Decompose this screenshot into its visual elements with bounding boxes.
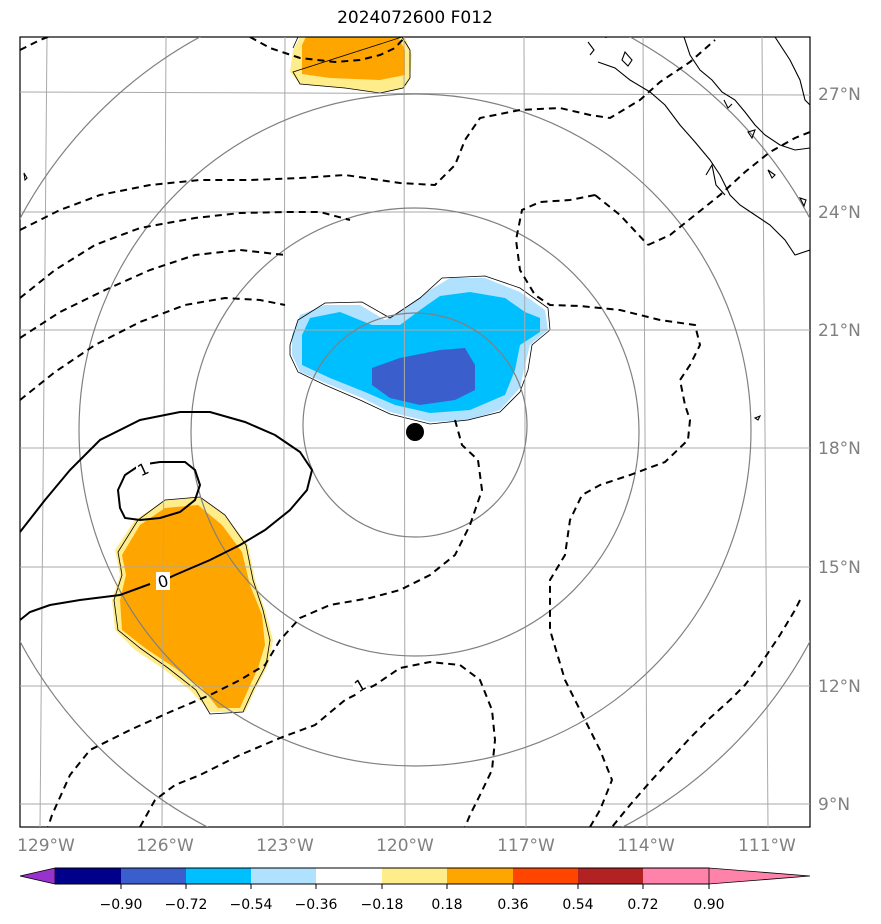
colorbar-segment <box>55 868 121 884</box>
colorbar-tick: 0.54 <box>562 897 593 913</box>
colorbar-segment <box>578 868 643 884</box>
colorbar-tick: −0.54 <box>230 897 273 913</box>
colorbar-over-arrow <box>708 867 811 885</box>
map-title: 2024072600 F012 <box>337 8 493 28</box>
latitude-labels: 27°N 24°N 21°N 18°N 15°N 12°N 9°N <box>818 85 861 815</box>
contour-lines <box>20 37 810 827</box>
lon-label: 111°W <box>738 836 796 856</box>
colorbar-segment <box>316 868 382 884</box>
colorbar-segment <box>121 868 186 884</box>
lat-label: 24°N <box>818 203 861 223</box>
storm-center-marker <box>406 423 424 441</box>
colorbar-segment <box>513 868 578 884</box>
graticule <box>20 37 810 827</box>
lat-label: 27°N <box>818 85 861 105</box>
negative-anomaly-strong <box>372 348 475 405</box>
colorbar-tick: 0.18 <box>431 897 462 913</box>
contour-label: 0 <box>156 571 171 592</box>
colorbar-under-arrow <box>19 867 56 885</box>
contour-label-layer: 1 0 1 <box>135 459 370 697</box>
lon-label: 123°W <box>256 836 314 856</box>
lat-label: 21°N <box>818 321 861 341</box>
lat-label: 12°N <box>818 677 861 697</box>
colorbar-segment <box>186 868 251 884</box>
anomaly-fill-layer <box>112 37 551 715</box>
positive-anomaly-north-core <box>302 37 405 80</box>
colorbar-segment <box>643 868 709 884</box>
lon-label: 129°W <box>17 836 75 856</box>
colorbar-tick: −0.72 <box>165 897 208 913</box>
colorbar-segment <box>251 868 316 884</box>
lon-label: 117°W <box>497 836 555 856</box>
colorbar-tick: −0.36 <box>295 897 338 913</box>
range-rings <box>20 37 810 827</box>
lon-label: 114°W <box>617 836 675 856</box>
lat-label: 9°N <box>818 795 850 815</box>
lat-label: 15°N <box>818 558 861 578</box>
colorbar-tick: 0.90 <box>693 897 724 913</box>
colorbar-tick: −0.18 <box>361 897 404 913</box>
longitude-labels: 129°W 126°W 123°W 120°W 117°W 114°W 111°… <box>17 836 796 856</box>
plot-frame <box>19 36 811 828</box>
colorbar-segment <box>382 868 447 884</box>
negative-anomaly-medium <box>302 292 540 413</box>
colorbar: −0.90 −0.72 −0.54 −0.36 −0.18 0.18 0.36 … <box>19 867 811 913</box>
lon-label: 126°W <box>136 836 194 856</box>
colorbar-tick: 0.72 <box>627 897 658 913</box>
lat-label: 18°N <box>818 439 861 459</box>
colorbar-segment <box>447 868 513 884</box>
colorbar-tick: −0.90 <box>100 897 143 913</box>
colorbar-tick: 0.36 <box>497 897 528 913</box>
lon-label: 120°W <box>376 836 434 856</box>
